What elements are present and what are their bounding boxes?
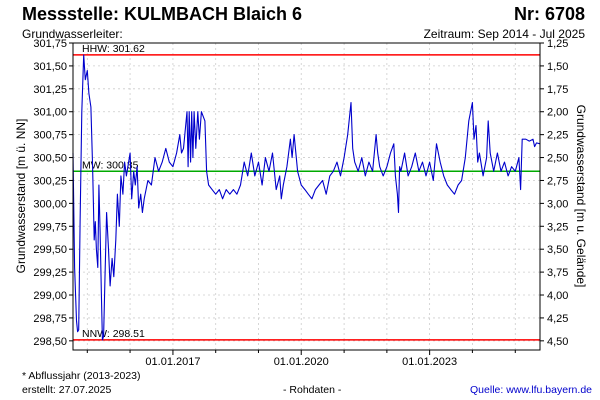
x-tick-label: 01.01.2023 <box>402 356 457 368</box>
axis-layer: 298,50 298,75 299,00 299,25 299,50 299,75 300,… <box>33 38 568 368</box>
y-tick-label: 299,25 <box>33 267 67 279</box>
y-tick-label-right: 1,50 <box>547 61 568 73</box>
source-link[interactable]: Quelle: www.lfu.bayern.de <box>470 384 592 396</box>
y-tick-label: 300,00 <box>33 198 67 210</box>
x-tick-label: 01.01.2017 <box>145 356 200 368</box>
x-tick-label: 01.01.2020 <box>274 356 329 368</box>
y-axis-label-right: Grundwasserstand [m u. Gelände] <box>574 105 588 288</box>
y-tick-label: 301,25 <box>33 84 67 96</box>
y-tick-label: 301,75 <box>33 38 67 50</box>
y-tick-label-right: 4,50 <box>547 336 568 348</box>
y-tick-label-right: 4,00 <box>547 290 568 302</box>
grid-lines <box>73 42 540 350</box>
y-axis-label-left: Grundwasserstand [m ü. NN] <box>14 119 28 274</box>
y-tick-label: 301,50 <box>33 61 67 73</box>
footnote: * Abflussjahr (2013-2023) <box>22 370 141 382</box>
y-tick-label-right: 1,75 <box>547 84 568 96</box>
y-tick-label-right: 1,25 <box>547 38 568 50</box>
y-tick-label-right: 2,25 <box>547 130 568 142</box>
rawdata-label: - Rohdaten - <box>283 384 342 396</box>
aquifer-label: Grundwasserleiter: <box>22 27 123 41</box>
y-tick-label-right: 2,50 <box>547 153 568 165</box>
y-tick-label: 299,00 <box>33 290 67 302</box>
y-tick-label: 299,75 <box>33 221 67 233</box>
y-tick-label-right: 4,25 <box>547 313 568 325</box>
page-title: Messstelle: KULMBACH Blaich 6 <box>22 4 303 24</box>
series-line <box>72 54 541 341</box>
y-tick-label-right: 3,25 <box>547 221 568 233</box>
station-number: Nr: 6708 <box>513 4 585 24</box>
reference-line-label: HHW: 301.62 <box>82 43 145 55</box>
series-layer <box>72 54 541 341</box>
y-tick-label: 298,75 <box>33 313 67 325</box>
y-tick-label-right: 2,00 <box>547 107 568 119</box>
y-tick-label: 300,50 <box>33 153 67 165</box>
y-tick-label: 298,50 <box>33 336 67 348</box>
y-tick-label: 300,25 <box>33 175 67 187</box>
y-tick-label-right: 3,50 <box>547 244 568 256</box>
y-tick-label-right: 3,00 <box>547 198 568 210</box>
y-tick-label: 301,00 <box>33 107 67 119</box>
period-label: Zeitraum: Sep 2014 - Jul 2025 <box>423 27 585 41</box>
plot-frame <box>72 42 541 351</box>
y-tick-label: 299,50 <box>33 244 67 256</box>
created-date: erstellt: 27.07.2025 <box>22 384 112 396</box>
y-tick-label: 300,75 <box>33 130 67 142</box>
y-tick-label-right: 2,75 <box>547 175 568 187</box>
reference-line-label: NNW: 298.51 <box>82 328 145 340</box>
y-tick-label-right: 3,75 <box>547 267 568 279</box>
